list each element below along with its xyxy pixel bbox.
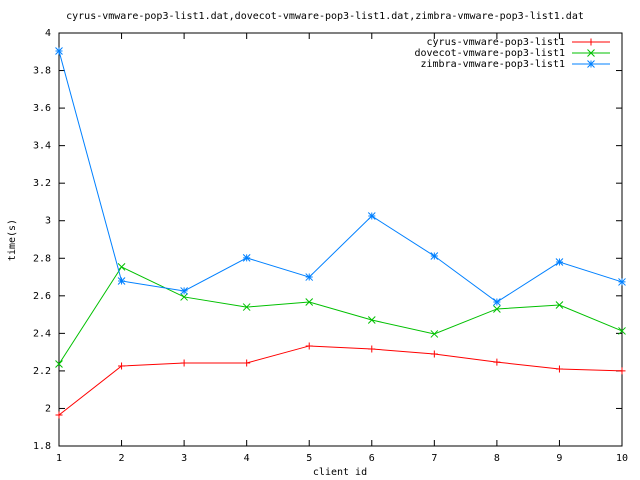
legend-label: dovecot-vmware-pop3-list1 <box>414 48 565 59</box>
y-axis-label: time(s) <box>7 219 18 261</box>
x-tick-label: 10 <box>616 453 628 464</box>
x-tick-label: 4 <box>244 453 250 464</box>
legend-marker <box>587 60 595 68</box>
y-tick-label: 3 <box>45 216 51 227</box>
series-line <box>58 50 623 303</box>
point-marker <box>367 212 376 220</box>
point-marker <box>117 277 126 285</box>
point-marker <box>305 273 314 281</box>
y-tick-label: 3.6 <box>33 103 51 114</box>
plot-border <box>58 32 623 447</box>
point-marker <box>430 252 439 260</box>
point-marker <box>55 360 63 368</box>
point-marker <box>618 327 626 335</box>
chart-title: cyrus-vmware-pop3-list1.dat,dovecot-vmwa… <box>66 11 584 22</box>
point-marker <box>242 303 251 311</box>
y-tick-label: 2 <box>45 403 51 414</box>
legend-marker <box>587 49 595 57</box>
legend-marker <box>587 38 595 46</box>
point-marker <box>493 358 501 366</box>
legend-label: cyrus-vmware-pop3-list1 <box>427 37 565 48</box>
point-marker <box>180 293 188 301</box>
series-line <box>58 345 623 416</box>
point-marker <box>555 301 564 309</box>
y-tick-label: 4 <box>45 28 51 39</box>
x-tick-label: 6 <box>369 453 375 464</box>
legend-label: zimbra-vmware-pop3-list1 <box>421 59 566 70</box>
point-marker <box>117 263 126 271</box>
y-tick-label: 2.2 <box>33 366 51 377</box>
y-tick-label: 2.4 <box>33 328 51 339</box>
x-axis-label: client id <box>313 467 367 478</box>
point-marker <box>367 316 376 324</box>
point-marker <box>430 330 439 338</box>
x-tick-label: 9 <box>556 453 562 464</box>
series-line <box>58 266 623 365</box>
y-tick-label: 3.4 <box>33 141 51 152</box>
point-marker <box>243 359 251 367</box>
x-tick-label: 2 <box>119 453 125 464</box>
point-marker <box>368 345 376 353</box>
x-tick-label: 5 <box>306 453 312 464</box>
point-marker <box>180 359 188 367</box>
point-marker <box>242 254 251 262</box>
point-marker <box>618 278 626 286</box>
y-tick-label: 1.8 <box>33 441 51 452</box>
point-marker <box>55 411 63 419</box>
x-tick-label: 8 <box>494 453 500 464</box>
point-marker <box>118 362 126 370</box>
point-marker <box>430 350 438 358</box>
point-marker <box>305 342 313 350</box>
x-tick-label: 3 <box>181 453 187 464</box>
x-tick-label: 1 <box>56 453 62 464</box>
point-marker <box>555 365 563 373</box>
point-marker <box>55 47 63 55</box>
point-marker <box>493 305 501 313</box>
y-tick-label: 2.8 <box>33 253 51 264</box>
y-tick-label: 3.2 <box>33 178 51 189</box>
point-marker <box>618 367 626 375</box>
point-marker <box>180 287 188 295</box>
point-marker <box>305 298 314 306</box>
point-marker <box>493 298 501 306</box>
x-tick-label: 7 <box>431 453 437 464</box>
y-tick-label: 2.6 <box>33 291 51 302</box>
point-marker <box>555 258 564 266</box>
y-tick-label: 3.8 <box>33 66 51 77</box>
